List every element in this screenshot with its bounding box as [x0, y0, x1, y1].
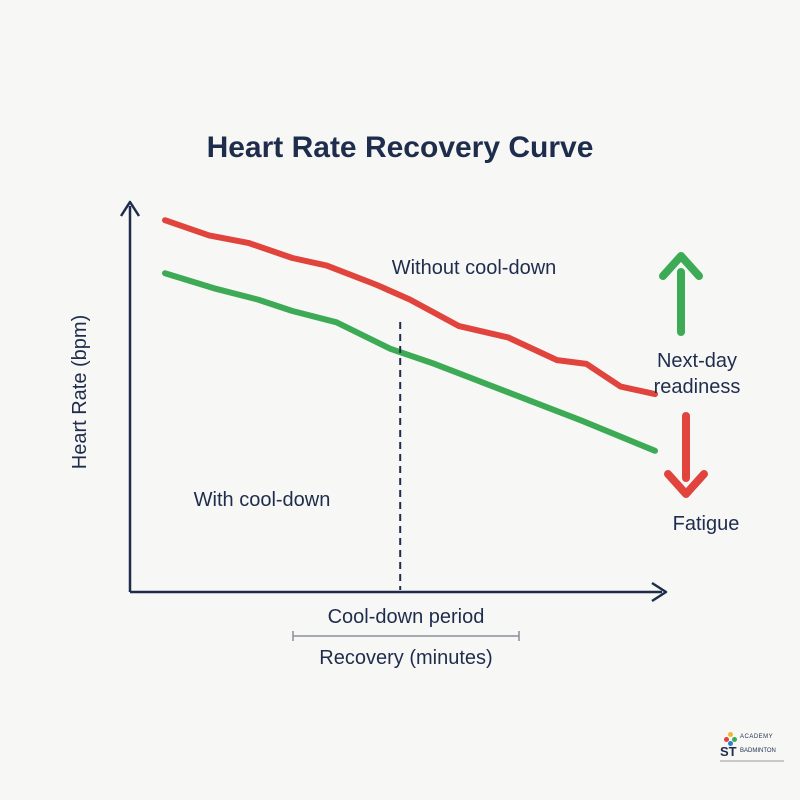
y-axis-arrowhead — [119, 200, 141, 217]
logo-badminton-text: BADMINTON — [740, 748, 776, 754]
cool-down-bracket — [292, 631, 520, 641]
without-cool-down-label: Without cool-down — [392, 257, 557, 279]
chart-title: Heart Rate Recovery Curve — [207, 131, 594, 164]
logo-mark-icon — [724, 732, 738, 746]
x-axis-label: Recovery (minutes) — [319, 647, 492, 669]
next-day-readiness-arrow — [659, 252, 703, 336]
logo-tagline-bar — [720, 760, 784, 762]
y-axis-label: Heart Rate (bpm) — [69, 315, 91, 470]
axes — [119, 200, 668, 603]
readiness-label: readiness — [654, 376, 741, 398]
next-day-label: Next-day — [657, 350, 737, 372]
logo-academy-text: ACADEMY — [740, 734, 774, 740]
logo-st-text: ST — [720, 744, 737, 759]
series-line-with-cool-down — [162, 270, 658, 454]
academy-logo: ACADEMY ST BADMINTON — [718, 730, 784, 770]
series-line-without-cool-down — [162, 217, 658, 398]
x-axis-arrowhead — [651, 581, 668, 603]
cool-down-period-label: Cool-down period — [328, 606, 485, 628]
with-cool-down-label: With cool-down — [194, 489, 331, 511]
fatigue-arrow — [664, 412, 708, 498]
fatigue-label: Fatigue — [673, 513, 740, 535]
